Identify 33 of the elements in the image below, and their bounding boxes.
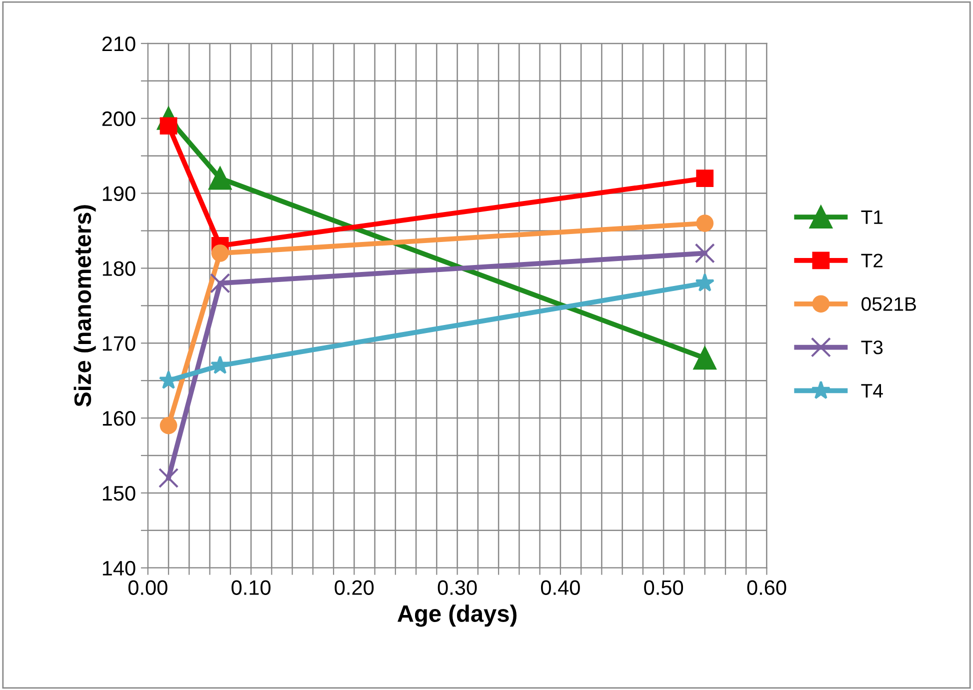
- x-tick-label: 0.10: [232, 580, 270, 595]
- y-tick-label: 210: [102, 36, 136, 52]
- y-tick-label: 150: [102, 486, 136, 501]
- point: [695, 273, 714, 292]
- point: [211, 244, 229, 262]
- y-tick-label: 200: [102, 111, 136, 126]
- x-tick-label: 0.60: [747, 580, 786, 595]
- legend-label: T4: [861, 384, 883, 398]
- x-tick-label: 0.00: [128, 580, 168, 595]
- point: [158, 468, 179, 488]
- point: [210, 356, 230, 374]
- x-tick-label: 0.30: [438, 580, 477, 595]
- y-axis-title: Size (nanometers): [74, 205, 96, 407]
- point: [696, 214, 714, 232]
- point: [694, 243, 715, 264]
- legend-label: 0521B: [862, 297, 916, 311]
- y-tick-label: 140: [102, 560, 136, 576]
- point: [160, 416, 178, 434]
- x-tick-label: 0.20: [334, 580, 374, 595]
- x-tick-label: 0.40: [540, 580, 580, 595]
- x-axis-title: Age (days): [398, 604, 516, 627]
- point: [210, 273, 230, 294]
- y-tick-label: 160: [102, 411, 136, 426]
- x-tick-label: 0.50: [644, 580, 684, 595]
- y-tick-label: 180: [102, 261, 136, 276]
- legend-label: T3: [861, 340, 883, 354]
- legend-label: T2: [861, 254, 882, 268]
- y-tick-label: 190: [102, 186, 136, 202]
- y-tick-label: 170: [102, 336, 136, 351]
- legend-label: T1: [861, 210, 883, 224]
- point: [693, 346, 716, 370]
- point: [208, 166, 232, 190]
- point: [696, 170, 714, 187]
